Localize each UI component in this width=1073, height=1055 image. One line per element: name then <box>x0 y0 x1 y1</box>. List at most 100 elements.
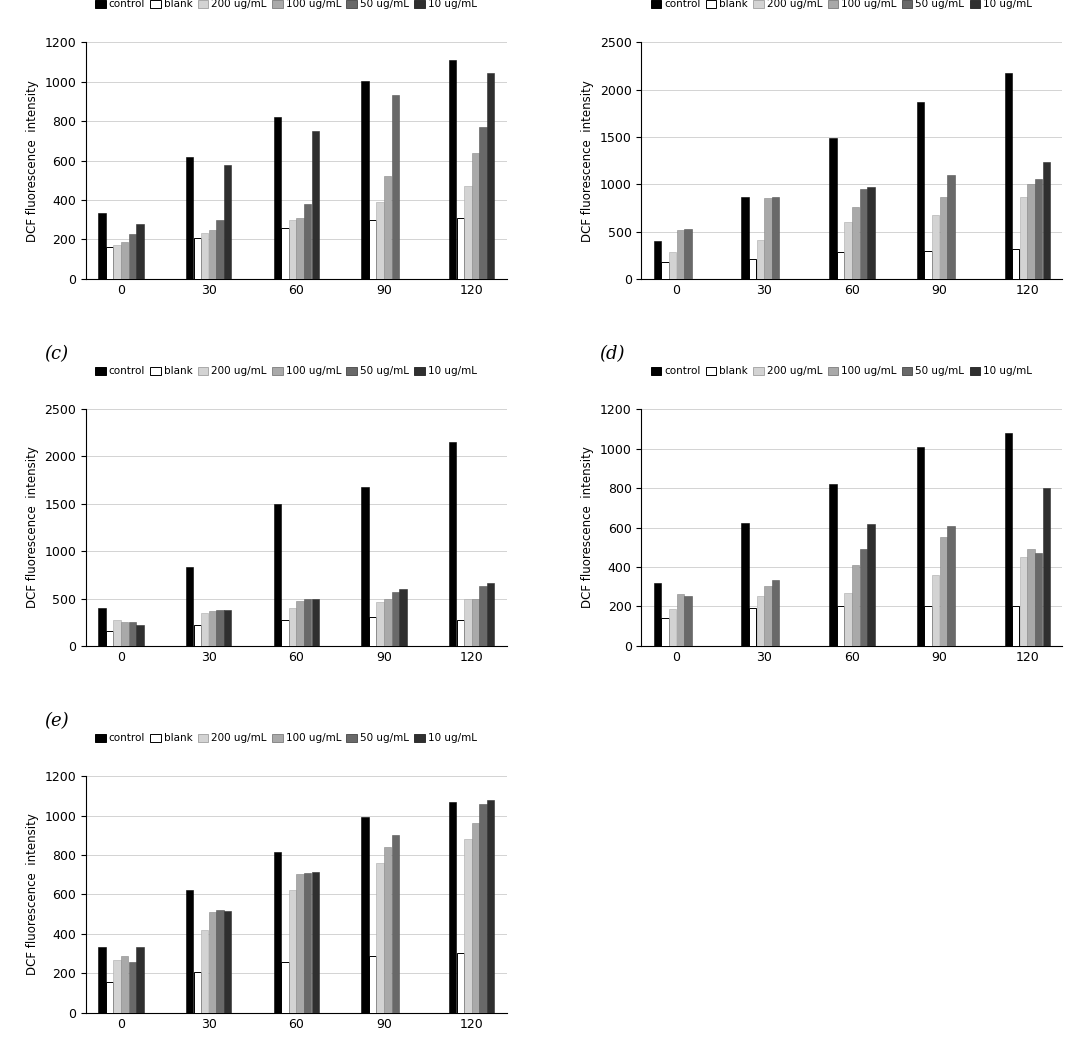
Bar <box>852 565 859 646</box>
Bar <box>201 929 208 1013</box>
Bar <box>764 198 771 279</box>
Bar <box>480 587 487 646</box>
Bar <box>99 213 105 279</box>
Bar <box>392 95 399 279</box>
Bar <box>449 802 456 1013</box>
Bar <box>771 197 779 279</box>
Bar <box>852 207 859 279</box>
Bar <box>369 219 377 279</box>
Bar <box>362 486 369 646</box>
Bar <box>1027 550 1034 646</box>
Bar <box>867 187 874 279</box>
Y-axis label: DCF fluorescence  intensity: DCF fluorescence intensity <box>26 79 39 242</box>
Bar <box>1043 488 1049 646</box>
Bar <box>1019 197 1027 279</box>
Bar <box>1019 557 1027 646</box>
Legend: control, blank, 200 ug/mL, 100 ug/mL, 50 ug/mL, 10 ug/mL: control, blank, 200 ug/mL, 100 ug/mL, 50… <box>647 362 1037 381</box>
Bar <box>1027 185 1034 279</box>
Bar <box>844 593 852 646</box>
Bar <box>201 232 208 279</box>
Bar <box>129 233 136 279</box>
Bar <box>456 953 464 1013</box>
Bar <box>274 852 281 1013</box>
Bar <box>369 956 377 1013</box>
Bar <box>677 230 684 279</box>
Bar <box>296 217 304 279</box>
Bar <box>311 871 319 1013</box>
Bar <box>136 946 144 1013</box>
Legend: control, blank, 200 ug/mL, 100 ug/mL, 50 ug/mL, 10 ug/mL: control, blank, 200 ug/mL, 100 ug/mL, 50… <box>91 0 481 14</box>
Bar <box>1012 249 1019 279</box>
Bar <box>1004 433 1012 646</box>
Bar <box>449 60 456 279</box>
Bar <box>186 568 193 646</box>
Bar <box>304 204 311 279</box>
Bar <box>193 237 201 279</box>
Bar <box>106 982 113 1013</box>
Bar <box>129 622 136 646</box>
Bar <box>304 872 311 1013</box>
Bar <box>947 175 955 279</box>
Bar <box>653 241 661 279</box>
Bar <box>121 956 129 1013</box>
Bar <box>916 446 924 646</box>
Bar <box>940 537 947 646</box>
Bar <box>465 187 471 279</box>
Bar <box>289 219 296 279</box>
Bar <box>837 252 844 279</box>
Bar <box>487 73 495 279</box>
Bar <box>764 586 771 646</box>
Bar <box>209 611 216 646</box>
Bar <box>859 550 867 646</box>
Bar <box>289 890 296 1013</box>
Bar <box>829 138 837 279</box>
Bar <box>224 912 232 1013</box>
Bar <box>685 596 692 646</box>
Bar <box>201 613 208 646</box>
Bar <box>217 610 223 646</box>
Bar <box>193 625 201 646</box>
Bar <box>106 631 113 646</box>
Bar <box>940 196 947 279</box>
Bar <box>99 608 105 646</box>
Bar <box>362 817 369 1013</box>
Bar <box>916 102 924 279</box>
Text: (c): (c) <box>44 345 68 363</box>
Bar <box>925 250 931 279</box>
Bar <box>837 607 844 646</box>
Bar <box>771 580 779 646</box>
Bar <box>121 621 129 646</box>
Y-axis label: DCF fluorescence  intensity: DCF fluorescence intensity <box>582 79 594 242</box>
Bar <box>129 962 136 1013</box>
Y-axis label: DCF fluorescence  intensity: DCF fluorescence intensity <box>26 446 39 609</box>
Bar <box>384 176 392 279</box>
Bar <box>653 582 661 646</box>
Bar <box>392 836 399 1013</box>
Bar <box>1004 74 1012 279</box>
Bar <box>756 596 764 646</box>
Bar <box>384 847 392 1013</box>
Bar <box>677 594 684 646</box>
Bar <box>487 800 495 1013</box>
Bar <box>99 946 105 1013</box>
Bar <box>932 575 939 646</box>
Bar <box>106 247 113 279</box>
Bar <box>114 246 121 279</box>
Bar <box>114 960 121 1013</box>
Bar <box>480 127 487 279</box>
Bar <box>193 973 201 1013</box>
Bar <box>384 599 392 646</box>
Bar <box>296 601 304 646</box>
Legend: control, blank, 200 ug/mL, 100 ug/mL, 50 ug/mL, 10 ug/mL: control, blank, 200 ug/mL, 100 ug/mL, 50… <box>91 362 481 381</box>
Bar <box>186 889 193 1013</box>
Bar <box>281 228 289 279</box>
Bar <box>209 913 216 1013</box>
Bar <box>224 610 232 646</box>
Bar <box>749 609 756 646</box>
Bar <box>289 608 296 646</box>
Bar <box>121 243 129 279</box>
Bar <box>668 252 676 279</box>
Text: (e): (e) <box>44 712 69 730</box>
Bar <box>369 617 377 646</box>
Bar <box>480 804 487 1013</box>
